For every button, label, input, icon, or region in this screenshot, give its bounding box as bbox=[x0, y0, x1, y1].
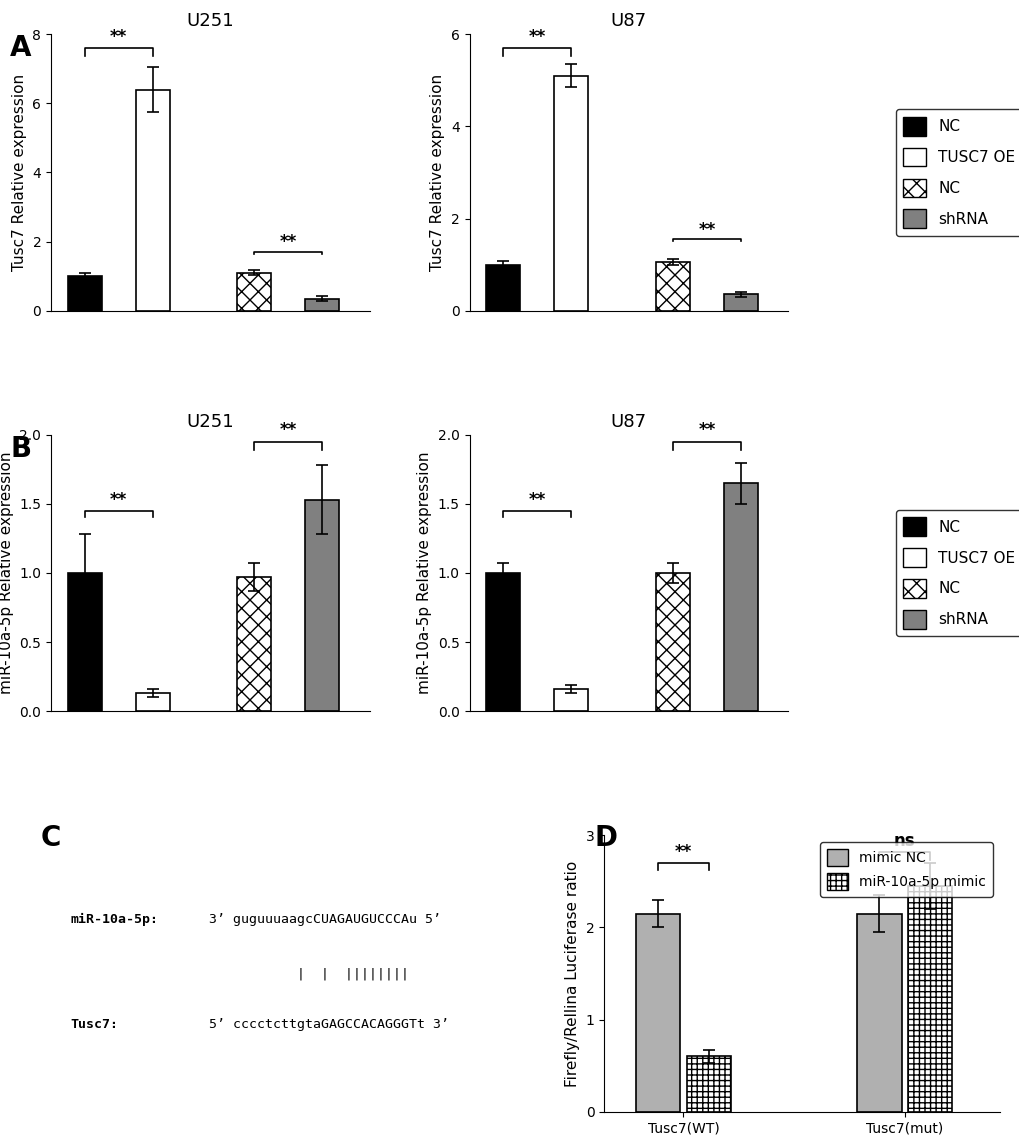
Text: C: C bbox=[41, 824, 61, 851]
Text: |  |  ||||||||: | | |||||||| bbox=[209, 968, 409, 981]
Text: **: ** bbox=[698, 422, 714, 439]
Text: **: ** bbox=[279, 422, 297, 439]
Legend: NC, TUSC7 OE, NC, shRNA: NC, TUSC7 OE, NC, shRNA bbox=[895, 109, 1019, 236]
Bar bbox=[553, 689, 588, 712]
Y-axis label: Tusc7 Relative expression: Tusc7 Relative expression bbox=[430, 74, 445, 272]
Text: B: B bbox=[10, 434, 32, 463]
Text: **: ** bbox=[528, 28, 545, 46]
Text: 3’ guguuuaagcCUAGAUGUCCCAu 5’: 3’ guguuuaagcCUAGAUGUCCCAu 5’ bbox=[209, 912, 440, 926]
Text: 5’ cccctcttgtaGAGCCACAGGGTt 3’: 5’ cccctcttgtaGAGCCACAGGGTt 3’ bbox=[209, 1018, 448, 1030]
Bar bbox=[486, 573, 520, 712]
Text: Tusc7:: Tusc7: bbox=[70, 1018, 118, 1030]
Bar bbox=[68, 276, 102, 311]
Text: **: ** bbox=[528, 490, 545, 509]
Bar bbox=[636, 913, 680, 1112]
Bar bbox=[686, 1057, 730, 1112]
Text: ns: ns bbox=[893, 832, 915, 849]
Y-axis label: Tusc7 Relative expression: Tusc7 Relative expression bbox=[12, 74, 26, 272]
Bar bbox=[237, 578, 271, 712]
Bar bbox=[655, 262, 689, 311]
Text: **: ** bbox=[110, 490, 127, 509]
Bar bbox=[136, 89, 169, 311]
Text: **: ** bbox=[698, 220, 714, 238]
Bar bbox=[655, 573, 689, 712]
Text: **: ** bbox=[675, 842, 691, 861]
Bar bbox=[723, 295, 757, 311]
Text: D: D bbox=[594, 824, 616, 851]
Bar bbox=[907, 886, 952, 1112]
Legend: NC, TUSC7 OE, NC, shRNA: NC, TUSC7 OE, NC, shRNA bbox=[895, 510, 1019, 636]
Bar bbox=[553, 76, 588, 311]
Legend: mimic NC, miR-10a-5p mimic: mimic NC, miR-10a-5p mimic bbox=[819, 842, 991, 897]
Text: A: A bbox=[10, 34, 32, 62]
Bar bbox=[68, 573, 102, 712]
Text: **: ** bbox=[110, 28, 127, 46]
Y-axis label: miR-10a-5p Relative expression: miR-10a-5p Relative expression bbox=[417, 452, 432, 694]
Bar bbox=[305, 500, 339, 712]
Bar bbox=[136, 693, 169, 712]
Bar bbox=[305, 298, 339, 311]
Bar bbox=[723, 484, 757, 712]
Title: U251: U251 bbox=[186, 413, 234, 431]
Title: U251: U251 bbox=[186, 13, 234, 30]
Y-axis label: miR-10a-5p Relative expression: miR-10a-5p Relative expression bbox=[0, 452, 13, 694]
Text: miR-10a-5p:: miR-10a-5p: bbox=[70, 912, 159, 926]
Y-axis label: Firefly/Rellina Luciferase ratio: Firefly/Rellina Luciferase ratio bbox=[565, 861, 580, 1086]
Bar bbox=[486, 265, 520, 311]
Text: **: ** bbox=[279, 234, 297, 251]
Title: U87: U87 bbox=[610, 13, 646, 30]
Bar bbox=[237, 273, 271, 311]
Bar bbox=[857, 913, 901, 1112]
Title: U87: U87 bbox=[610, 413, 646, 431]
